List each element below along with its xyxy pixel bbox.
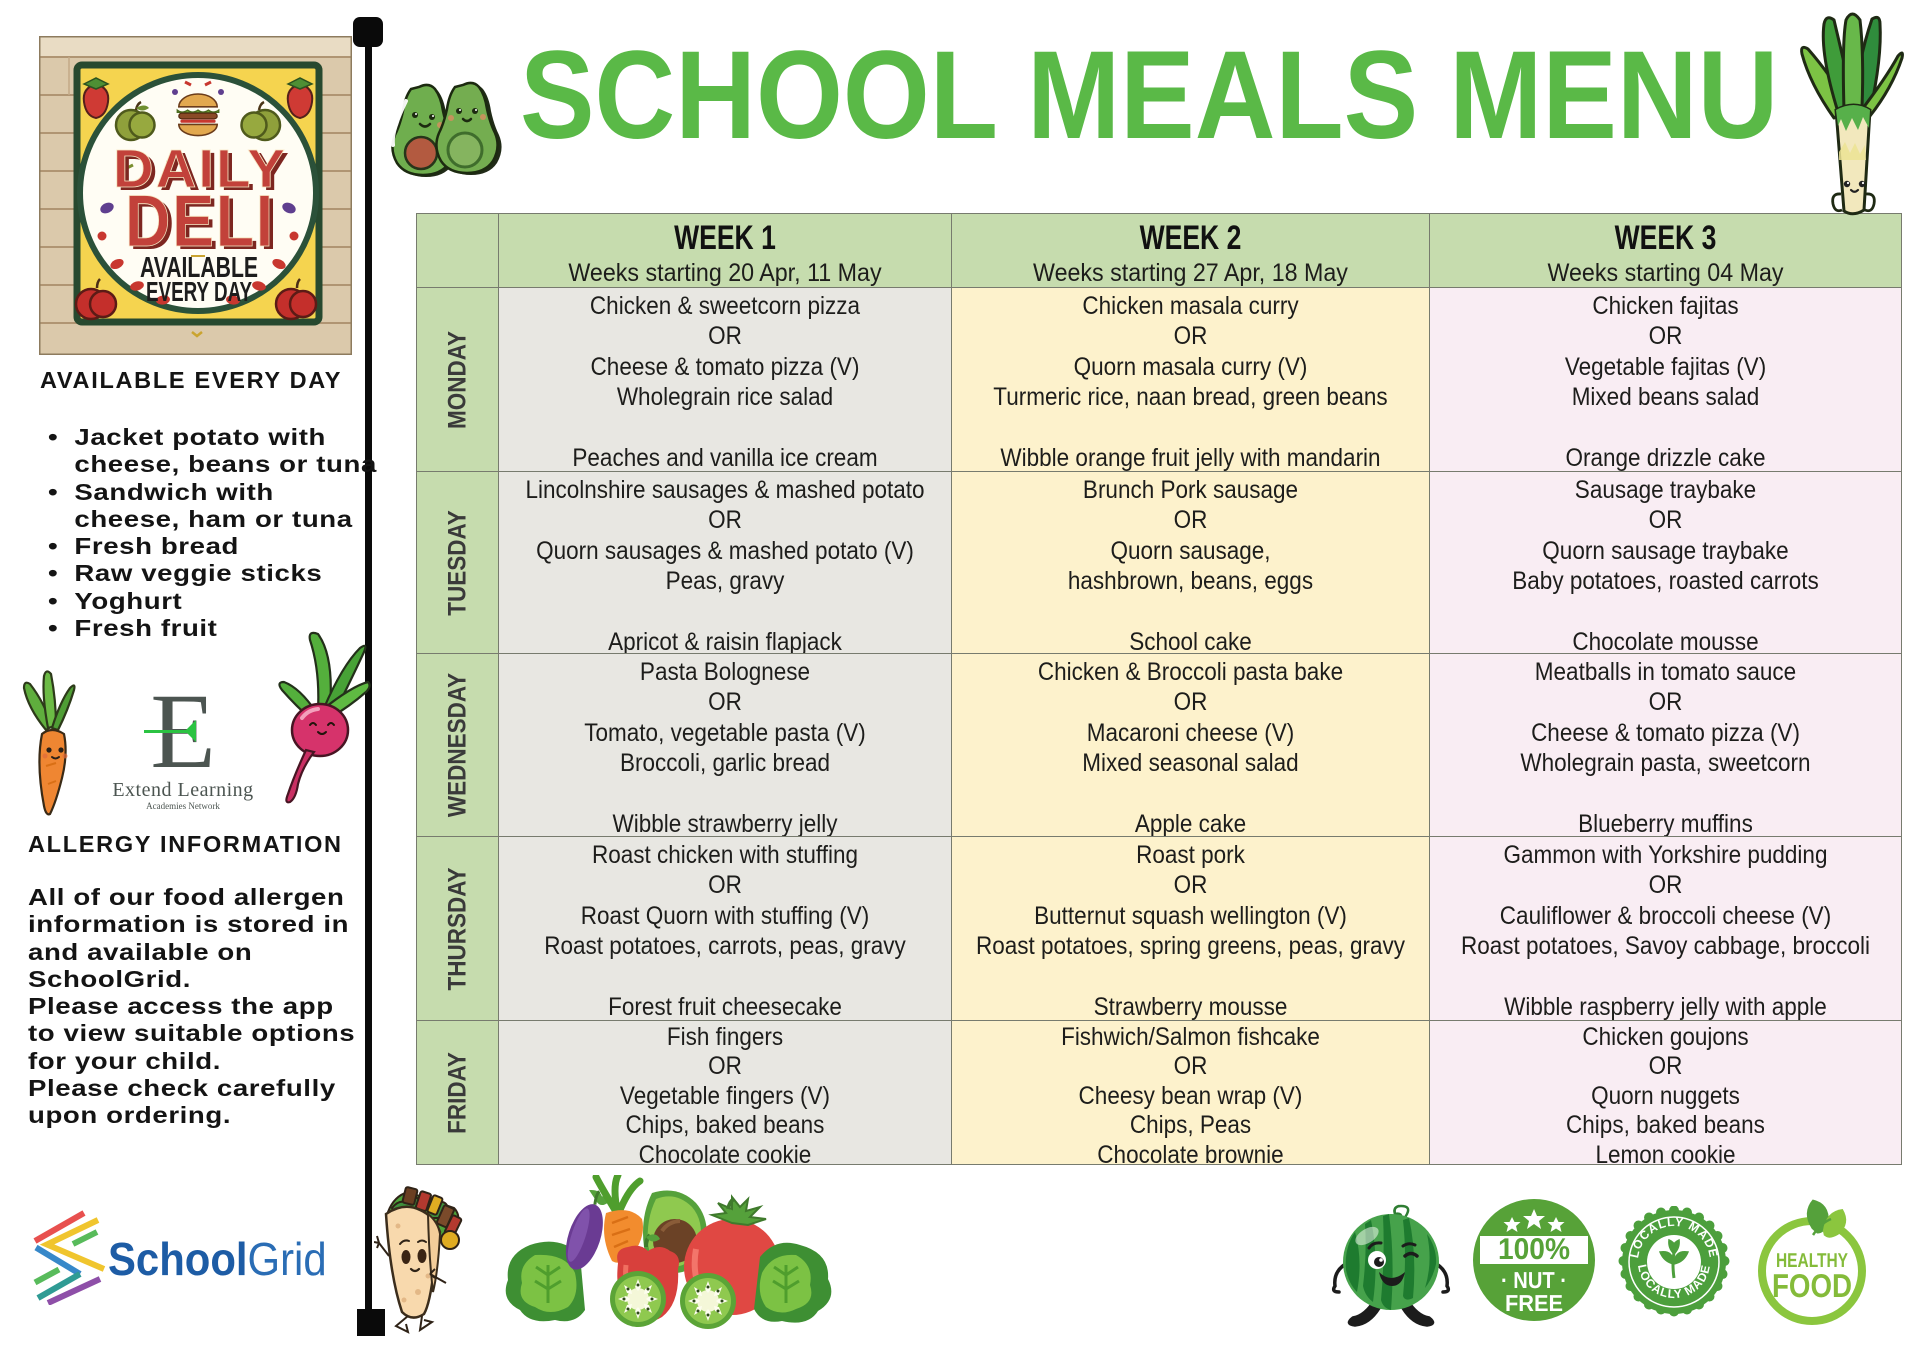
svg-text:DAILY: DAILY (113, 139, 287, 199)
svg-text:100%: 100% (1498, 1233, 1570, 1266)
svg-text:HEALTHY: HEALTHY (1776, 1250, 1849, 1272)
svg-text:DAILY: DAILY (117, 142, 291, 202)
svg-text:EVERY DAY: EVERY DAY (146, 276, 252, 307)
svg-text:FOOD: FOOD (1772, 1267, 1852, 1304)
svg-text:· NUT ·: · NUT · (1501, 1267, 1567, 1293)
svg-text:FREE: FREE (1505, 1290, 1563, 1316)
svg-text:DELI: DELI (125, 181, 275, 262)
svg-text:AVAILABLE: AVAILABLE (140, 252, 258, 284)
svg-text:DELI: DELI (129, 184, 279, 265)
